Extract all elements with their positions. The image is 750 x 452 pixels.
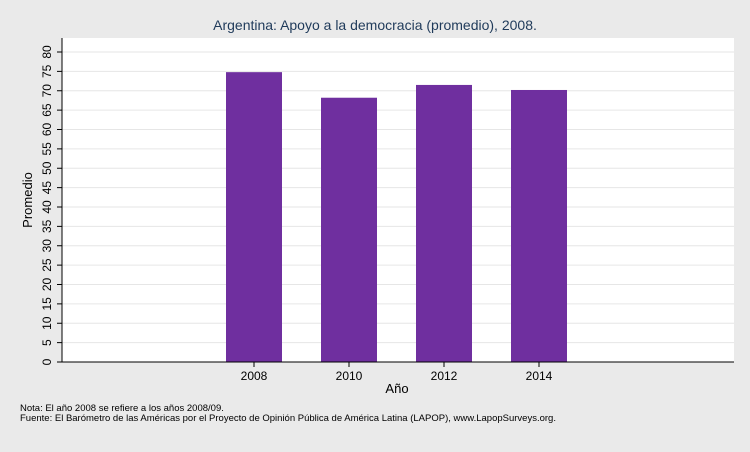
y-tick-label: 20 bbox=[40, 278, 54, 292]
y-tick-label: 35 bbox=[40, 219, 54, 233]
grid-lines bbox=[62, 51, 734, 344]
y-tick-label: 30 bbox=[40, 239, 54, 253]
x-tick-label: 2010 bbox=[336, 369, 363, 383]
x-tick-label: 2012 bbox=[431, 369, 458, 383]
plot-area bbox=[62, 38, 734, 362]
source-text: Fuente: El Barómetro de las Américas por… bbox=[20, 413, 556, 424]
x-tick-label: 2014 bbox=[526, 369, 553, 383]
y-tick-label: 40 bbox=[40, 200, 54, 214]
x-tick-label: 2008 bbox=[241, 369, 268, 383]
bar-2008 bbox=[226, 72, 282, 363]
y-tick-label: 80 bbox=[40, 45, 54, 59]
chart-title: Argentina: Apoyo a la democracia (promed… bbox=[213, 17, 537, 33]
bars bbox=[226, 72, 567, 363]
y-tick-label: 70 bbox=[40, 84, 54, 98]
y-tick-label: 25 bbox=[40, 258, 54, 272]
x-axis-title: Año bbox=[385, 381, 408, 396]
y-tick-label: 5 bbox=[40, 339, 54, 346]
y-tick-label: 75 bbox=[40, 64, 54, 78]
y-tick-label: 60 bbox=[40, 123, 54, 137]
y-tick-label: 65 bbox=[40, 103, 54, 117]
y-tick-label: 55 bbox=[40, 142, 54, 156]
axes: 0 5 10 15 20 25 30 35 40 45 50 55 60 65 70 75 80 2008 2010… bbox=[40, 38, 734, 383]
bar-2014 bbox=[511, 89, 567, 362]
note-text: Nota: El año 2008 se refiere a los años … bbox=[20, 403, 224, 414]
y-tick-label: 50 bbox=[40, 161, 54, 175]
bar-2012 bbox=[416, 84, 472, 362]
y-tick-label: 15 bbox=[40, 297, 54, 311]
y-axis-title: Promedio bbox=[20, 172, 35, 228]
y-tick-label: 10 bbox=[40, 316, 54, 330]
y-tick-label: 0 bbox=[40, 358, 54, 365]
y-tick-label: 45 bbox=[40, 181, 54, 195]
bar-2010 bbox=[321, 97, 377, 362]
